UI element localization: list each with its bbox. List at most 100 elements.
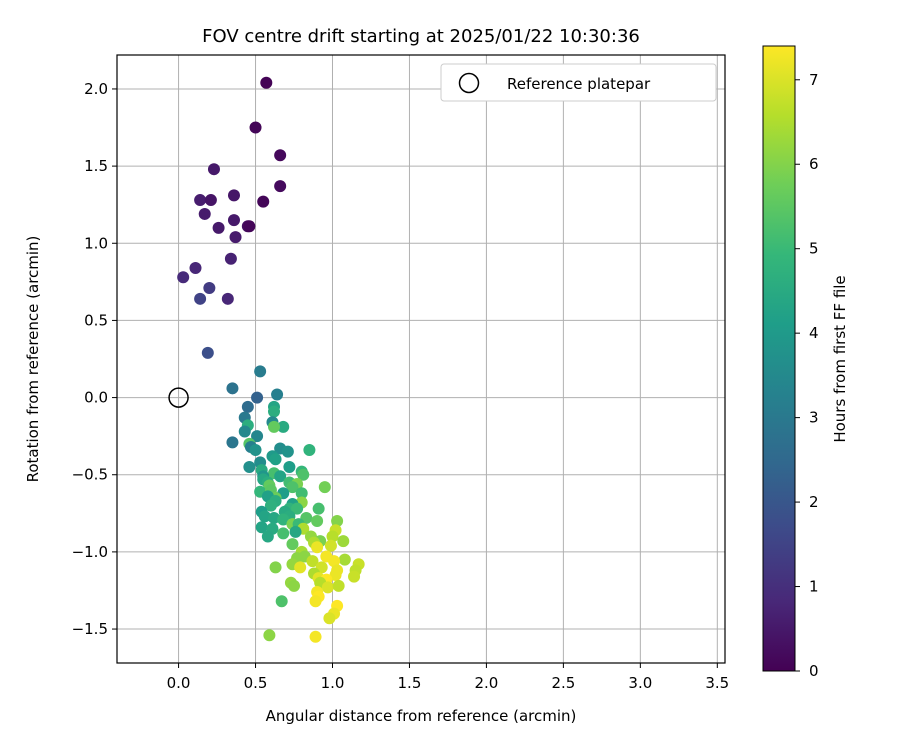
data-point — [264, 499, 277, 512]
data-point — [241, 400, 254, 413]
data-point — [324, 539, 337, 552]
y-tick-label: −1.0 — [72, 543, 108, 561]
plot-frame — [116, 54, 726, 664]
data-point — [332, 579, 345, 592]
data-point — [291, 502, 304, 515]
data-point — [257, 195, 270, 208]
data-point — [221, 292, 234, 305]
y-axis: −1.5 −1.0 −0.5 0.0 0.5 1.0 1.5 2.0 — [72, 80, 117, 638]
data-point — [194, 292, 207, 305]
data-point — [226, 382, 239, 395]
data-point — [294, 561, 307, 574]
data-point — [321, 581, 334, 594]
data-point — [337, 535, 350, 548]
colorbar-tick-label: 6 — [809, 155, 819, 173]
colorbar: 0 1 2 3 4 5 6 7 Hours from first FF file — [762, 45, 849, 680]
x-axis: 0.0 0.5 1.0 1.5 2.0 2.5 3.0 3.5 — [167, 663, 729, 692]
data-point — [212, 221, 225, 234]
x-axis-label: Angular distance from reference (arcmin) — [266, 707, 577, 725]
data-point — [283, 461, 296, 474]
data-point — [338, 553, 351, 566]
data-point — [268, 405, 281, 418]
data-point — [331, 515, 344, 528]
data-point — [224, 252, 237, 265]
data-point — [268, 420, 281, 433]
x-tick-label: 1.5 — [398, 674, 422, 692]
data-point — [274, 470, 287, 483]
legend-reference-icon — [458, 72, 480, 94]
data-point — [329, 569, 342, 582]
data-point — [258, 510, 271, 523]
data-point — [348, 570, 361, 583]
data-point — [277, 513, 290, 526]
y-tick-label: −1.5 — [72, 620, 108, 638]
colorbar-tick-label: 3 — [809, 409, 819, 427]
data-point — [249, 444, 262, 457]
data-point — [207, 163, 220, 176]
data-point — [194, 194, 207, 207]
legend-box — [440, 63, 717, 102]
x-tick-label: 2.0 — [474, 674, 498, 692]
y-tick-label: 1.0 — [84, 234, 108, 252]
colorbar-tick-label: 0 — [809, 662, 819, 680]
colorbar-tick-label: 7 — [809, 71, 819, 89]
data-point — [251, 430, 264, 443]
colorbar-tick-label: 2 — [809, 493, 819, 511]
data-point — [288, 579, 301, 592]
data-point — [275, 595, 288, 608]
data-point — [311, 541, 324, 554]
data-point — [255, 521, 268, 534]
data-point — [198, 207, 211, 220]
data-point — [243, 220, 256, 233]
data-point — [323, 612, 336, 625]
x-tick-label: 0.0 — [167, 674, 191, 692]
data-point — [263, 629, 276, 642]
data-point — [277, 527, 290, 540]
data-point — [297, 468, 310, 481]
data-point — [249, 121, 262, 134]
data-point — [328, 555, 341, 568]
colorbar-tick-label: 1 — [809, 578, 819, 596]
chart-title: FOV centre drift starting at 2025/01/22 … — [202, 26, 640, 47]
colorbar-tick-label: 4 — [809, 324, 819, 342]
data-point — [286, 538, 299, 551]
data-point — [271, 388, 284, 401]
data-point — [254, 365, 267, 378]
data-point — [251, 391, 264, 404]
data-point — [311, 515, 324, 528]
data-point — [269, 453, 282, 466]
data-point — [261, 530, 274, 543]
data-point — [303, 444, 316, 457]
x-tick-label: 0.5 — [244, 674, 268, 692]
colorbar-tick-label: 5 — [809, 240, 819, 258]
y-tick-label: 2.0 — [84, 80, 108, 98]
data-point — [243, 461, 256, 474]
data-point — [309, 595, 322, 608]
colorbar-label: Hours from first FF file — [831, 275, 849, 442]
y-tick-label: 1.5 — [84, 157, 108, 175]
data-point — [312, 502, 325, 515]
data-point — [204, 194, 217, 207]
reference-marker — [168, 387, 189, 408]
data-point — [277, 420, 290, 433]
data-point — [201, 346, 214, 359]
data-point — [177, 271, 190, 284]
data-points — [177, 76, 365, 643]
data-point — [318, 481, 331, 494]
legend: Reference platepar — [440, 63, 717, 102]
y-tick-label: 0.0 — [84, 389, 108, 407]
data-point — [229, 231, 242, 244]
data-point — [309, 630, 322, 643]
data-point — [326, 530, 339, 543]
x-tick-label: 3.5 — [705, 674, 729, 692]
x-tick-label: 1.0 — [321, 674, 345, 692]
data-point — [238, 425, 251, 438]
data-point — [260, 76, 273, 89]
y-tick-label: 0.5 — [84, 311, 108, 329]
data-point — [289, 525, 302, 538]
data-point — [268, 511, 281, 524]
data-point — [189, 261, 202, 274]
y-tick-label: −0.5 — [72, 466, 108, 484]
data-point — [295, 487, 308, 500]
